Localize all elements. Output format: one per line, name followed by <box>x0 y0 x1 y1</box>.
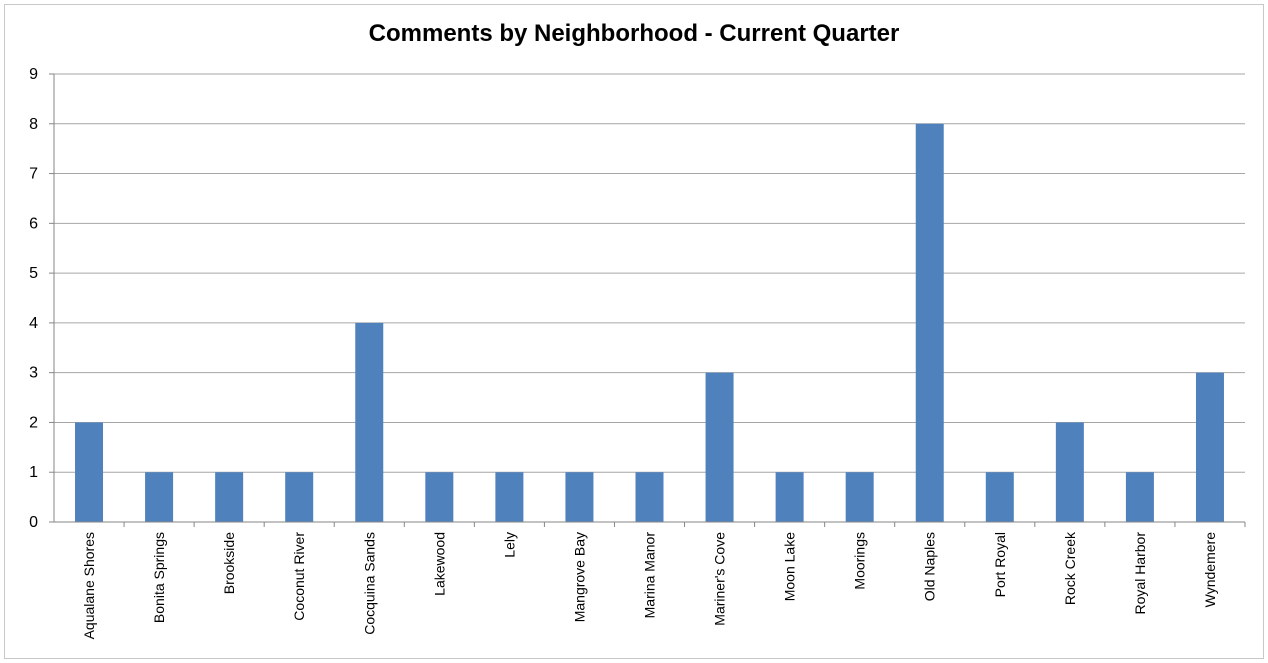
x-tick-label: Mariner's Cove <box>712 532 728 626</box>
chart-title: Comments by Neighborhood - Current Quart… <box>368 20 900 47</box>
x-tick-label: Coconut River <box>291 532 307 621</box>
bar <box>425 472 454 522</box>
bar <box>285 472 314 522</box>
bar <box>495 472 524 522</box>
x-tick-label: Port Royal <box>992 532 1008 597</box>
x-tick-label: Aqualane Shores <box>81 532 97 639</box>
x-tick-label: Moon Lake <box>782 532 798 601</box>
x-tick-label: Bonita Springs <box>151 532 167 623</box>
x-tick-label: Marina Manor <box>642 532 658 619</box>
bar <box>1195 372 1224 522</box>
bars <box>75 123 1224 523</box>
y-tick-label: 4 <box>29 315 38 332</box>
x-tick-label: Lakewood <box>431 532 447 596</box>
bar <box>145 472 174 522</box>
y-tick-label: 9 <box>29 66 38 83</box>
x-tick-label: Royal Harbor <box>1132 532 1148 615</box>
y-tick-label: 8 <box>29 116 38 133</box>
y-tick-label: 6 <box>29 215 38 232</box>
x-tick-label: Lely <box>501 532 517 558</box>
y-tick-label: 0 <box>29 514 38 531</box>
bar <box>1125 472 1154 522</box>
bar <box>985 472 1014 522</box>
x-tick-label: Old Naples <box>922 532 938 601</box>
gridlines <box>54 73 1245 473</box>
x-tick-label: Mangrove Bay <box>571 532 587 622</box>
axes <box>49 73 1246 527</box>
bar <box>845 472 874 522</box>
bar <box>915 123 944 523</box>
x-tick-labels: Aqualane Shores Bonita Springs Brookside Co… <box>81 531 1218 639</box>
bar <box>775 472 804 522</box>
y-tick-label: 7 <box>29 166 38 183</box>
y-tick-labels: 0 1 2 3 4 5 6 7 8 9 <box>29 66 38 531</box>
chart-frame <box>4 4 1264 659</box>
bar <box>75 422 104 522</box>
y-tick-label: 3 <box>29 365 38 382</box>
x-tick-label: Cocquina Sands <box>361 532 377 635</box>
y-tick-label: 2 <box>29 414 38 431</box>
bar <box>355 322 384 522</box>
y-tick-label: 5 <box>29 265 38 282</box>
bar <box>565 472 594 522</box>
y-tick-label: 1 <box>29 464 38 481</box>
x-tick-label: Moorings <box>852 532 868 590</box>
x-tick-label: Brookside <box>221 532 237 594</box>
bar <box>705 372 734 522</box>
x-tick-label: Rock Creek <box>1062 531 1078 605</box>
bar <box>215 472 244 522</box>
x-tick-label: Wyndemere <box>1202 532 1218 608</box>
bar <box>1055 422 1084 522</box>
bar <box>635 472 664 522</box>
